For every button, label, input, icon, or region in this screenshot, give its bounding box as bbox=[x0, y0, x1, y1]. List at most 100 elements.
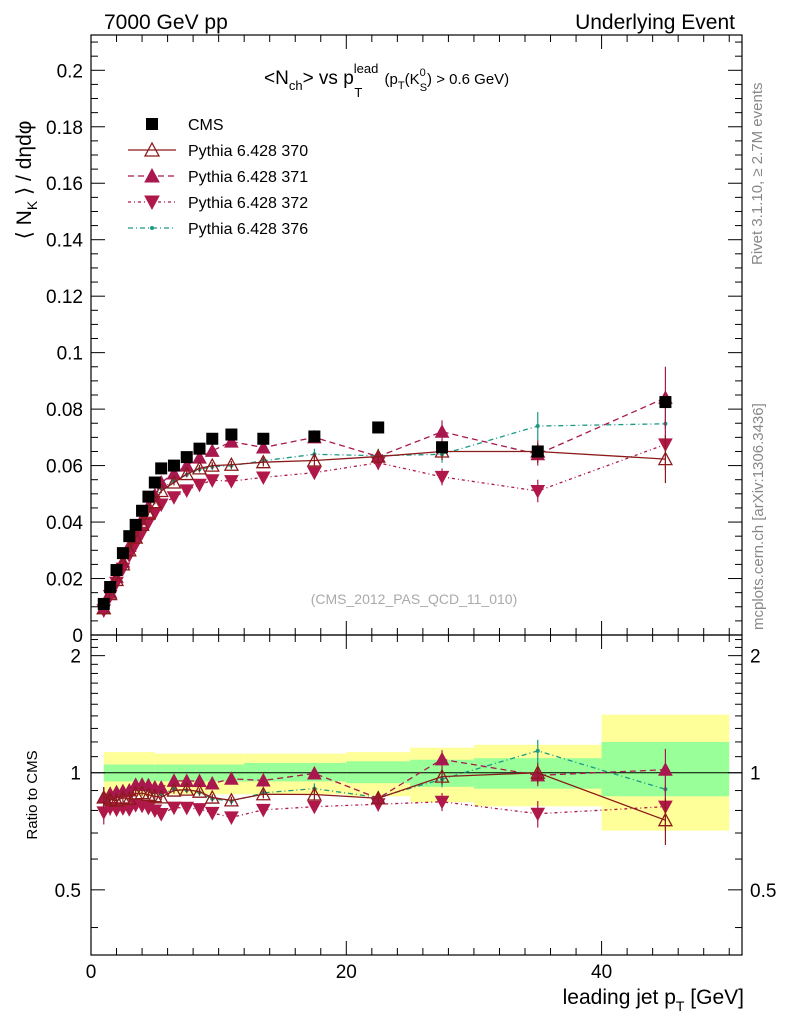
ratio-point-3 bbox=[153, 808, 169, 822]
data-point-0 bbox=[531, 445, 544, 458]
legend-label-2: Pythia 6.428 371 bbox=[188, 169, 308, 186]
series-line-2 bbox=[103, 397, 666, 609]
ratio-point-1 bbox=[434, 768, 450, 783]
y-tick-label: 0.12 bbox=[46, 287, 83, 308]
data-point-3 bbox=[204, 474, 220, 488]
ratio-point-1 bbox=[204, 789, 220, 804]
data-point-3 bbox=[192, 478, 207, 493]
legend-label-0: CMS bbox=[188, 117, 224, 134]
ratio-point-4 bbox=[535, 748, 540, 753]
ratio-point-2 bbox=[255, 772, 271, 787]
ratio-point-2 bbox=[307, 765, 322, 780]
data-point-0 bbox=[142, 490, 155, 503]
ratio-point-3 bbox=[434, 795, 450, 810]
rivet-label: Rivet 3.1.10, ≥ 2.7M events bbox=[749, 83, 766, 266]
data-point-0 bbox=[167, 459, 180, 472]
x-tick-label: 40 bbox=[591, 962, 612, 983]
ratio-series-layer bbox=[96, 739, 674, 845]
data-point-0 bbox=[206, 432, 219, 445]
header-left: 7000 GeV pp bbox=[104, 11, 228, 34]
analysis-watermark: (CMS_2012_PAS_QCD_11_010) bbox=[311, 591, 518, 607]
legend-marker-3 bbox=[144, 195, 160, 211]
data-point-0 bbox=[193, 442, 206, 455]
y-tick-label: 0.06 bbox=[46, 457, 83, 478]
data-point-2 bbox=[255, 439, 271, 454]
title-sup-0: 0 bbox=[420, 67, 426, 79]
y-tick-label: 0.16 bbox=[46, 174, 83, 195]
data-point-0 bbox=[225, 428, 238, 441]
data-point-0 bbox=[136, 504, 149, 517]
data-point-3 bbox=[166, 491, 182, 505]
ratio-point-3 bbox=[255, 803, 271, 818]
xlabel-a: leading jet p bbox=[563, 986, 676, 1009]
data-point-0 bbox=[116, 547, 129, 560]
ratio-point-1 bbox=[121, 790, 137, 805]
data-point-2 bbox=[204, 443, 220, 457]
ratio-point-2 bbox=[166, 773, 182, 787]
x-tick-label: 20 bbox=[336, 962, 357, 983]
data-point-0 bbox=[123, 530, 136, 543]
xlabel-b: [GeV] bbox=[684, 986, 744, 1009]
ratio-point-2 bbox=[179, 773, 195, 787]
header-right: Underlying Event bbox=[575, 11, 735, 34]
data-point-1 bbox=[115, 556, 131, 571]
ratio-point-3 bbox=[179, 801, 195, 816]
ratio-y-axis-label: Ratio to CMS bbox=[24, 750, 41, 839]
data-point-1 bbox=[166, 474, 182, 489]
ratio-point-1 bbox=[108, 792, 125, 807]
data-point-3 bbox=[255, 471, 271, 485]
ratio-tick-label-left: 1 bbox=[70, 764, 81, 785]
ratio-tick-label-right: 1 bbox=[750, 764, 761, 785]
data-point-1 bbox=[179, 466, 195, 481]
ratio-point-2 bbox=[224, 771, 239, 785]
data-point-1 bbox=[102, 586, 118, 601]
data-point-0 bbox=[110, 564, 123, 577]
data-point-1 bbox=[255, 454, 271, 469]
y-axis-label: ⟨ NK ⟩ / dηdφ bbox=[13, 121, 40, 240]
y-tick-label: 0.04 bbox=[46, 513, 83, 534]
data-point-0 bbox=[155, 462, 168, 475]
ratio-point-2 bbox=[153, 780, 169, 794]
title-sub-s: S bbox=[420, 82, 427, 94]
ratio-point-2 bbox=[192, 773, 207, 788]
ratio-tick-label-right: 0.5 bbox=[750, 881, 776, 902]
data-point-1 bbox=[223, 456, 240, 471]
title-sub-ch: ch bbox=[289, 78, 303, 93]
data-point-0 bbox=[659, 396, 672, 409]
ratio-point-1 bbox=[530, 764, 546, 779]
xlabel-sub: T bbox=[676, 998, 685, 1014]
y-tick-label: 0.1 bbox=[57, 344, 83, 365]
ratio-point-3 bbox=[166, 801, 182, 816]
ratio-point-2 bbox=[658, 762, 673, 776]
data-point-0 bbox=[308, 430, 321, 443]
ratio-point-2 bbox=[204, 775, 220, 790]
ratio-point-3 bbox=[204, 806, 220, 821]
title-sub-t: T bbox=[354, 85, 362, 100]
data-point-3 bbox=[307, 466, 322, 481]
data-point-1 bbox=[191, 460, 208, 475]
data-point-3 bbox=[434, 470, 450, 485]
title-part-e: ) > 0.6 GeV) bbox=[427, 71, 509, 88]
legend-label-3: Pythia 6.428 372 bbox=[188, 195, 308, 212]
ratio-tick-label-left: 0.5 bbox=[55, 881, 81, 902]
ratio-point-2 bbox=[434, 751, 450, 766]
ratio-point-1 bbox=[96, 789, 112, 804]
ratio-tick-label-right: 2 bbox=[750, 647, 761, 668]
data-point-1 bbox=[108, 572, 125, 587]
ylabel-b: ⟩ / dηdφ bbox=[13, 121, 36, 201]
data-point-0 bbox=[148, 476, 161, 489]
ratio-point-1 bbox=[657, 812, 674, 827]
x-axis-label: leading jet pT [GeV] bbox=[563, 986, 744, 1014]
legend-marker-2 bbox=[144, 167, 160, 183]
band-green-2 bbox=[244, 762, 347, 782]
y-tick-label: 0.14 bbox=[46, 231, 83, 252]
y-tick-label: 0.2 bbox=[57, 61, 83, 82]
main-series-layer bbox=[96, 366, 674, 618]
data-point-2 bbox=[179, 458, 195, 472]
data-point-0 bbox=[180, 451, 193, 464]
ylabel-a: ⟨ N bbox=[13, 210, 36, 239]
legend-marker-1 bbox=[143, 141, 161, 157]
data-point-1 bbox=[153, 483, 169, 498]
ratio-point-3 bbox=[224, 811, 239, 825]
